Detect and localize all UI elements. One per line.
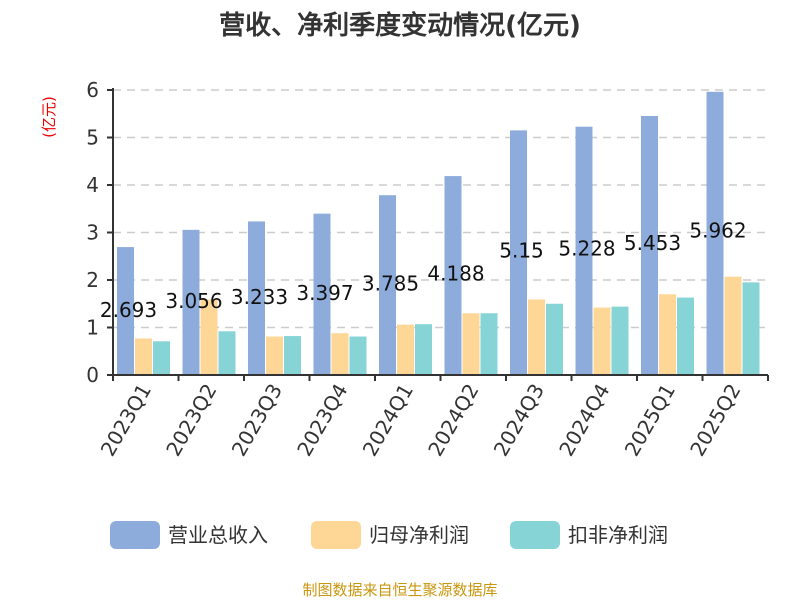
data-label: 3.056 <box>165 289 222 313</box>
x-tick-label: 2023Q1 <box>96 380 156 461</box>
legend-label: 归母净利润 <box>369 523 469 547</box>
bar <box>724 276 742 375</box>
x-tick-label: 2023Q3 <box>227 380 287 461</box>
legend-swatch <box>510 521 560 549</box>
bar <box>641 115 658 376</box>
x-tick-label: 2024Q4 <box>554 380 614 461</box>
bar <box>117 247 134 375</box>
bar <box>575 126 593 375</box>
data-label: 5.15 <box>499 238 544 262</box>
data-label: 5.228 <box>558 236 615 260</box>
bar <box>200 299 218 375</box>
bar <box>546 303 563 375</box>
bar <box>331 333 349 375</box>
y-tick-label: 5 <box>86 126 99 150</box>
bar <box>706 91 724 376</box>
y-tick-label: 6 <box>86 78 99 102</box>
bar <box>153 341 170 375</box>
y-tick-label: 1 <box>86 316 99 340</box>
x-tick-label: 2023Q4 <box>292 380 352 461</box>
data-label: 5.962 <box>689 219 746 243</box>
source-note: 制图数据来自恒生聚源数据库 <box>302 581 497 599</box>
bar <box>182 229 200 375</box>
bar <box>611 306 629 375</box>
bar <box>528 299 545 375</box>
chart-title: 营收、净利季度变动情况(亿元) <box>219 10 581 41</box>
bar <box>397 324 414 375</box>
bar <box>677 297 694 375</box>
bar <box>218 331 236 375</box>
bar <box>415 324 432 375</box>
bar <box>349 336 367 375</box>
legend-label: 营业总收入 <box>168 523 268 547</box>
y-tick-label: 0 <box>86 363 99 387</box>
legend-item[interactable]: 营业总收入 <box>110 521 268 549</box>
bar <box>510 130 527 375</box>
data-label: 4.188 <box>427 262 484 286</box>
bar <box>742 282 760 375</box>
bar <box>248 221 265 375</box>
bar <box>480 313 498 375</box>
bar <box>462 313 480 375</box>
data-label: 2.693 <box>100 298 157 322</box>
bar <box>284 336 301 375</box>
x-tick-label: 2024Q3 <box>489 380 549 461</box>
legend-item[interactable]: 扣非净利润 <box>510 521 668 549</box>
data-label: 3.785 <box>362 271 419 295</box>
x-tick-label: 2024Q1 <box>358 380 418 461</box>
y-tick-label: 3 <box>86 221 99 245</box>
y-axis-label: (亿元) <box>40 96 58 138</box>
bar <box>593 307 611 375</box>
data-label: 3.397 <box>296 281 353 305</box>
bar <box>444 176 462 375</box>
bar <box>266 336 283 375</box>
legend-item[interactable]: 归母净利润 <box>311 521 469 549</box>
x-tick-label: 2025Q1 <box>620 380 680 461</box>
bar <box>135 338 152 375</box>
legend-swatch <box>110 521 160 549</box>
bar <box>379 195 396 375</box>
x-tick-label: 2024Q2 <box>423 380 483 461</box>
legend-swatch <box>311 521 361 549</box>
x-tick-label: 2023Q2 <box>161 380 221 461</box>
y-tick-label: 4 <box>86 173 99 197</box>
legend-label: 扣非净利润 <box>568 523 668 547</box>
bar <box>659 294 676 375</box>
data-label: 5.453 <box>624 231 681 255</box>
x-tick-label: 2025Q2 <box>685 380 745 461</box>
y-tick-label: 2 <box>86 268 99 292</box>
bar <box>313 213 331 375</box>
data-label: 3.233 <box>231 285 288 309</box>
